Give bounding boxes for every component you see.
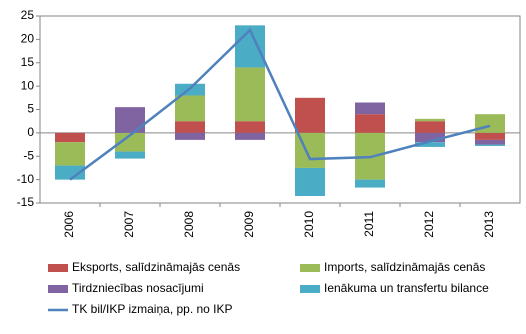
bar-segment (295, 97, 325, 133)
x-tick-label: 2010 (302, 211, 316, 238)
y-tick-label: 10 (21, 78, 35, 92)
bar-segment (235, 121, 265, 133)
bar-segment (235, 67, 265, 122)
y-tick-label: 15 (21, 55, 35, 69)
legend-swatch (300, 285, 320, 293)
y-tick-label: 0 (27, 125, 34, 139)
legend-swatch (48, 285, 68, 293)
bar-segment (415, 121, 445, 133)
bar-segment (475, 114, 505, 133)
y-tick-label: 5 (27, 102, 34, 116)
bar-segment (475, 132, 505, 140)
bar-segment (415, 132, 445, 143)
bar-segment (415, 142, 445, 147)
bar-segment (115, 151, 145, 159)
legend-label: TK bil/IKP izmaiņa, pp. no IKP (72, 302, 233, 316)
x-tick-label: 2006 (62, 211, 76, 238)
x-tick-label: 2009 (242, 211, 256, 238)
legend-label: Eksports, salīdzināmajās cenās (72, 260, 240, 274)
bar-segment (55, 142, 85, 166)
bar-segment (55, 132, 85, 143)
bar-segment (235, 132, 265, 140)
y-tick-label: 20 (21, 32, 35, 46)
bar-segment (355, 114, 385, 133)
plot-frame (39, 15, 521, 204)
bar-segment (295, 167, 325, 196)
x-tick-label: 2011 (362, 211, 376, 237)
bar-segment (175, 132, 205, 140)
bar-segment (175, 95, 205, 122)
legend-label: Imports, salīdzināmajās cenās (324, 260, 485, 274)
y-tick-label: 25 (21, 8, 35, 22)
bar-segment (355, 102, 385, 115)
line-series (69, 27, 491, 181)
legend-swatch (48, 264, 68, 272)
bar-segment (415, 118, 445, 122)
bar-segment (55, 165, 85, 180)
bar-segment (115, 107, 145, 133)
x-tick-label: 2007 (122, 211, 136, 238)
legend-swatch (300, 264, 320, 272)
x-tick-label: 2008 (182, 211, 196, 238)
x-tick-label: 2012 (422, 211, 436, 238)
legend-label: Tirdzniecības nosacījumi (72, 281, 204, 295)
legend-label: Ienākuma un transfertu bilance (324, 281, 489, 295)
bar-segment (355, 179, 385, 188)
bar-segment (115, 132, 145, 152)
y-tick-label: -10 (17, 172, 35, 186)
y-tick-label: -15 (17, 195, 35, 209)
x-tick-label: 2013 (482, 211, 496, 238)
bar-segment (175, 121, 205, 133)
y-tick-label: -5 (23, 148, 34, 162)
bar-segment (475, 139, 505, 145)
bar-segment (475, 144, 505, 146)
